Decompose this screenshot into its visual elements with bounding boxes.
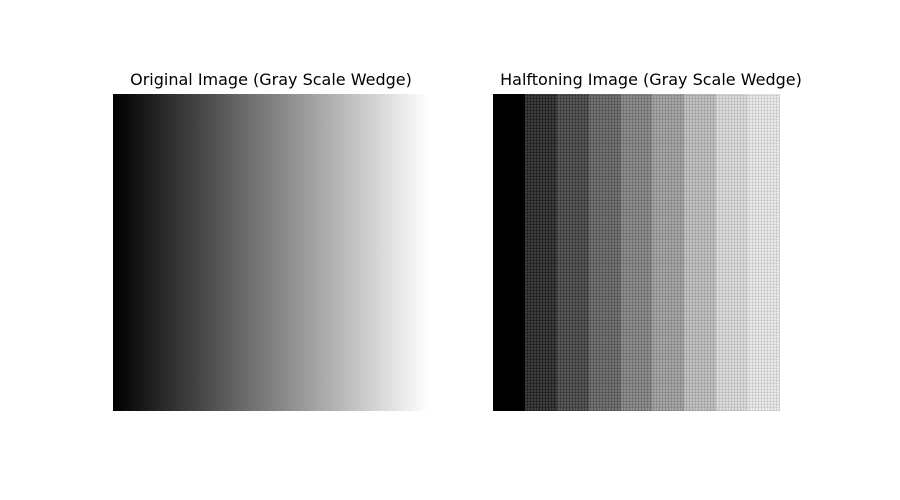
original-image-title: Original Image (Gray Scale Wedge) <box>130 70 412 89</box>
halftone-step-6 <box>652 94 684 411</box>
halftone-step-8 <box>716 94 748 411</box>
halftone-image-panel: Halftoning Image (Gray Scale Wedge) <box>493 70 809 411</box>
halftone-step-5 <box>621 94 652 411</box>
halftone-image-title: Halftoning Image (Gray Scale Wedge) <box>500 70 802 89</box>
halftone-step-3 <box>557 94 589 411</box>
halftone-step-9 <box>748 94 780 411</box>
halftone-step-2 <box>525 94 557 411</box>
halftone-step-4 <box>589 94 621 411</box>
original-image-panel: Original Image (Gray Scale Wedge) <box>113 70 429 411</box>
gradient-wedge <box>113 94 429 411</box>
halftone-gray-wedge-image <box>493 94 780 411</box>
halftone-step-7 <box>684 94 716 411</box>
original-gray-wedge-image <box>113 94 429 411</box>
halftone-step-1 <box>493 94 525 411</box>
